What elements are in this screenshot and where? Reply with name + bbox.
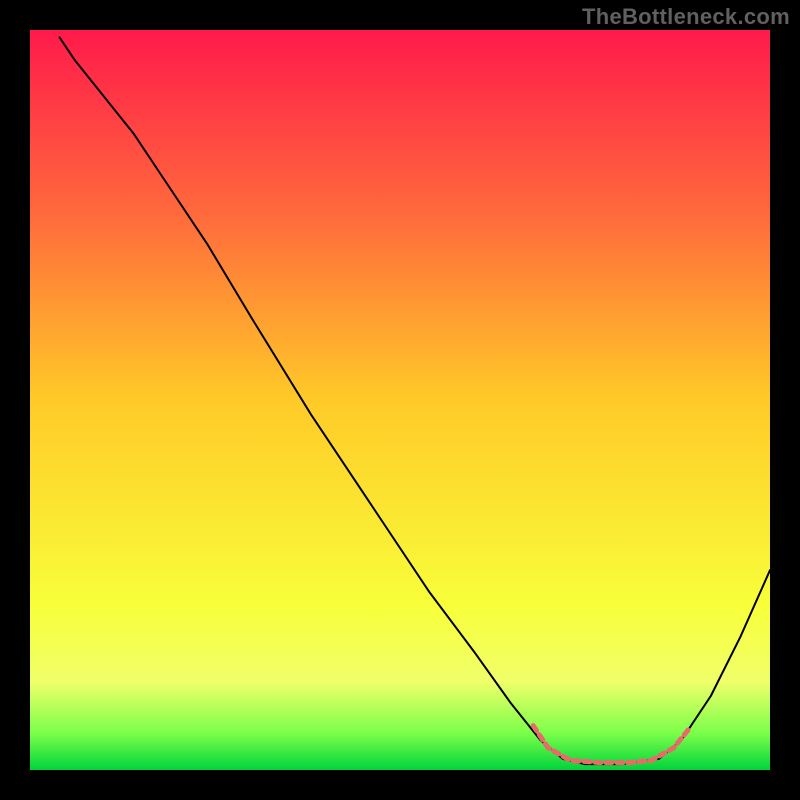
watermark-text: TheBottleneck.com xyxy=(582,4,790,30)
plot-area xyxy=(30,30,770,770)
chart-container: TheBottleneck.com xyxy=(0,0,800,800)
bottleneck-chart xyxy=(0,0,800,800)
